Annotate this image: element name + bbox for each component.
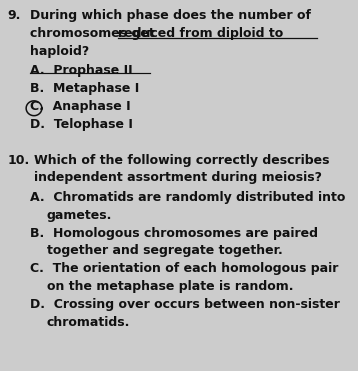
- Text: gametes.: gametes.: [47, 209, 112, 222]
- Text: haploid?: haploid?: [30, 45, 90, 58]
- Text: B.  Homologous chromosomes are paired: B. Homologous chromosomes are paired: [30, 227, 318, 240]
- Text: D.  Crossing over occurs between non-sister: D. Crossing over occurs between non-sist…: [30, 298, 340, 311]
- Text: chromosomes get: chromosomes get: [30, 27, 160, 40]
- Text: C.  The orientation of each homologous pair: C. The orientation of each homologous pa…: [30, 262, 339, 275]
- Text: D.  Telophase I: D. Telophase I: [30, 118, 133, 131]
- Text: independent assortment during meiosis?: independent assortment during meiosis?: [34, 171, 322, 184]
- Text: chromatids.: chromatids.: [47, 316, 130, 329]
- Text: C.  Anaphase I: C. Anaphase I: [30, 100, 131, 113]
- Text: Which of the following correctly describes: Which of the following correctly describ…: [34, 154, 329, 167]
- Text: together and segregate together.: together and segregate together.: [47, 244, 282, 257]
- Text: During which phase does the number of: During which phase does the number of: [30, 9, 311, 22]
- Text: reduced from diploid to: reduced from diploid to: [118, 27, 284, 40]
- Text: A.  Prophase II: A. Prophase II: [30, 65, 133, 78]
- Text: on the metaphase plate is random.: on the metaphase plate is random.: [47, 280, 293, 293]
- Text: A.  Chromatids are randomly distributed into: A. Chromatids are randomly distributed i…: [30, 191, 346, 204]
- Text: 9.: 9.: [7, 9, 20, 22]
- Text: 10.: 10.: [7, 154, 29, 167]
- Text: B.  Metaphase I: B. Metaphase I: [30, 82, 140, 95]
